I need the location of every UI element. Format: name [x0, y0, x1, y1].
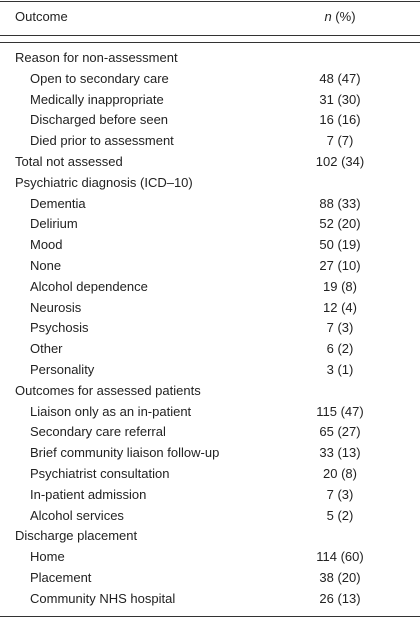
- row-label: Alcohol services: [30, 507, 124, 523]
- section-label: Outcomes for assessed patients: [15, 382, 201, 398]
- row-value: 50 (19): [319, 237, 361, 253]
- row-value: 12 (4): [323, 299, 357, 315]
- top-rule: [0, 1, 420, 2]
- row-label: Dementia: [30, 195, 86, 211]
- row-value: 3 (1): [326, 362, 354, 377]
- row-label: Total not assessed: [15, 154, 123, 169]
- header-value: n (%): [290, 7, 390, 27]
- row-label: In-patient admission: [30, 486, 147, 502]
- row-label: Neurosis: [30, 299, 82, 315]
- row-label: Personality: [30, 362, 95, 377]
- row-label: Died prior to assessment: [30, 133, 174, 149]
- row-label: Placement: [30, 570, 92, 585]
- row-value: 33 (13): [319, 445, 361, 461]
- row-value: 115 (47): [316, 403, 364, 419]
- row-label: Alcohol dependence: [30, 278, 148, 294]
- header-rule-2: [0, 42, 420, 43]
- row-value: 16 (16): [319, 112, 361, 128]
- row-value: 38 (20): [319, 570, 361, 585]
- row-value: 31 (30): [319, 91, 361, 107]
- row-label: Other: [30, 341, 63, 357]
- row-value: 102 (34): [315, 154, 365, 169]
- row-value: 6 (2): [326, 341, 354, 357]
- row-label: Psychiatrist consultation: [30, 466, 170, 481]
- row-value: 27 (10): [319, 258, 361, 273]
- bottom-rule: [0, 616, 420, 617]
- row-value: 48 (47): [319, 70, 361, 86]
- row-value: 52 (20): [319, 216, 361, 232]
- section-label: Psychiatric diagnosis (ICD–10): [15, 174, 193, 190]
- row-value: 7 (3): [326, 320, 354, 336]
- row-label: Psychosis: [30, 320, 89, 336]
- row-value: 114 (60): [316, 549, 364, 565]
- row-label: None: [30, 258, 62, 273]
- row-label: Medically inappropriate: [30, 91, 164, 107]
- row-value: 20 (8): [323, 466, 357, 481]
- row-value: 7 (3): [326, 486, 354, 502]
- row-value: 26 (13): [319, 590, 361, 606]
- header-outcome: Outcome: [15, 9, 68, 24]
- row-value: 65 (27): [319, 424, 361, 440]
- row-label: Community NHS hospital: [30, 590, 176, 606]
- row-label: Mood: [30, 237, 63, 253]
- row-label: Open to secondary care: [30, 70, 169, 86]
- header-n: n: [324, 9, 332, 24]
- row-value: 19 (8): [323, 278, 357, 294]
- row-value: 7 (7): [326, 133, 354, 149]
- row-label: Discharged before seen: [30, 112, 169, 128]
- header-pct: (%): [331, 9, 356, 24]
- row-label: Brief community liaison follow-up: [30, 445, 220, 461]
- header-rule: [0, 35, 420, 36]
- row-value: 5 (2): [326, 507, 354, 523]
- row-label: Delirium: [30, 216, 78, 232]
- section-label: Discharge placement: [15, 528, 138, 544]
- row-value: 88 (33): [319, 195, 361, 211]
- section-label: Reason for non-assessment: [15, 50, 178, 65]
- row-label: Liaison only as an in-patient: [30, 403, 192, 419]
- row-label: Home: [30, 549, 65, 565]
- row-label: Secondary care referral: [30, 424, 166, 440]
